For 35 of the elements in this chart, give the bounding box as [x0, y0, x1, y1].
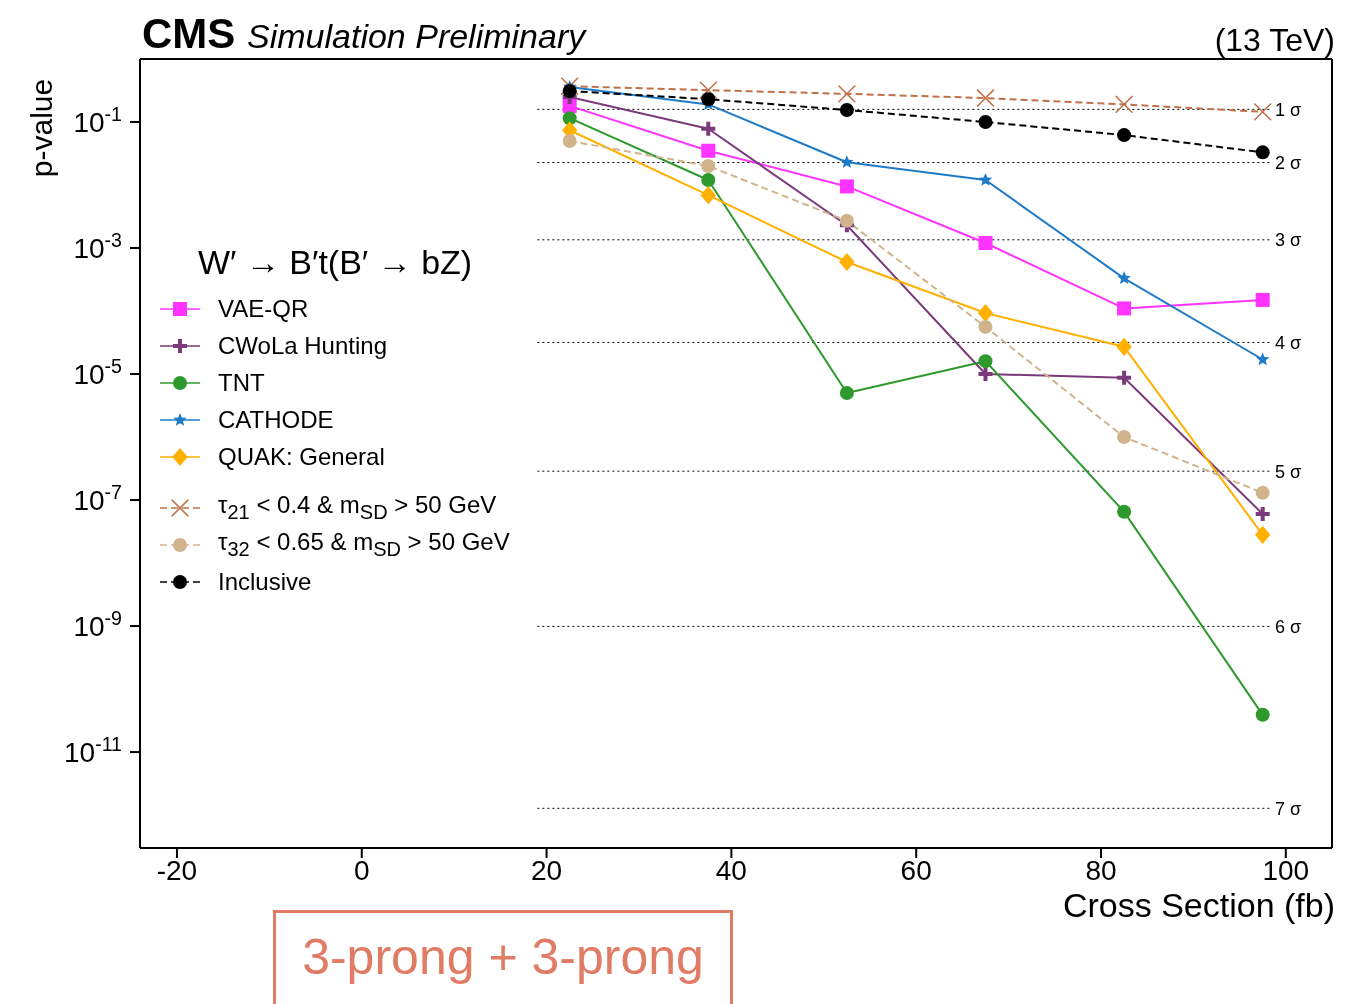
ref-line-label: 5 σ	[1275, 461, 1302, 482]
y-tick-label: 10$^{-3}$	[73, 229, 123, 265]
legend-label: VAE-QR	[218, 294, 309, 323]
y-tick-label: 10$^{-5}$	[73, 355, 123, 391]
legend-label: CATHODE	[218, 405, 334, 434]
legend-label: CWoLa Hunting	[218, 331, 387, 360]
text: 3-prong + 3-prong	[301, 928, 705, 986]
x-tick-label: 80	[1085, 854, 1117, 886]
ref-line-label: 4 σ	[1275, 332, 1302, 353]
text: (13 TeV)	[1214, 22, 1335, 59]
ref-line-label: 2 σ	[1275, 152, 1302, 173]
y-axis-title: p-value	[25, 78, 59, 178]
ref-line-label: 6 σ	[1275, 616, 1302, 637]
x-tick-label: 20	[531, 854, 563, 886]
y-tick-label: 10$^{-9}$	[73, 607, 122, 643]
legend-label: τ$_{32}$ < 0.65 & m$_{SD}$ > 50 GeV	[218, 528, 510, 561]
legend-label: τ$_{21}$ < 0.4 & m$_{SD}$ > 50 GeV	[218, 491, 497, 524]
y-tick-label: 10$^{-11}$	[63, 733, 122, 769]
legend-label: TNT	[218, 368, 265, 397]
ref-line-label: 7 σ	[1275, 798, 1302, 819]
ref-line-label: 1 σ	[1275, 99, 1302, 120]
legend-label: QUAK: General	[218, 442, 385, 471]
x-tick-label: 60	[900, 854, 932, 886]
legend-label: Inclusive	[218, 567, 312, 596]
x-tick-label: 0	[353, 854, 370, 886]
x-tick-label: 100	[1262, 854, 1310, 886]
ref-line-label: 3 σ	[1275, 230, 1302, 251]
y-tick-label: 10$^{-7}$	[73, 481, 122, 517]
legend-title: W′ → B′t(B′ → bZ)	[198, 243, 474, 282]
x-tick-label: -20	[156, 854, 198, 886]
y-tick-label: 10$^{-1}$	[73, 103, 122, 138]
x-tick-label: 40	[715, 854, 747, 886]
chart-title: CMS	[142, 10, 236, 57]
x-axis-title: Cross Section (fb)	[1062, 886, 1335, 925]
chart-subtitle: Simulation Preliminary	[247, 17, 586, 55]
